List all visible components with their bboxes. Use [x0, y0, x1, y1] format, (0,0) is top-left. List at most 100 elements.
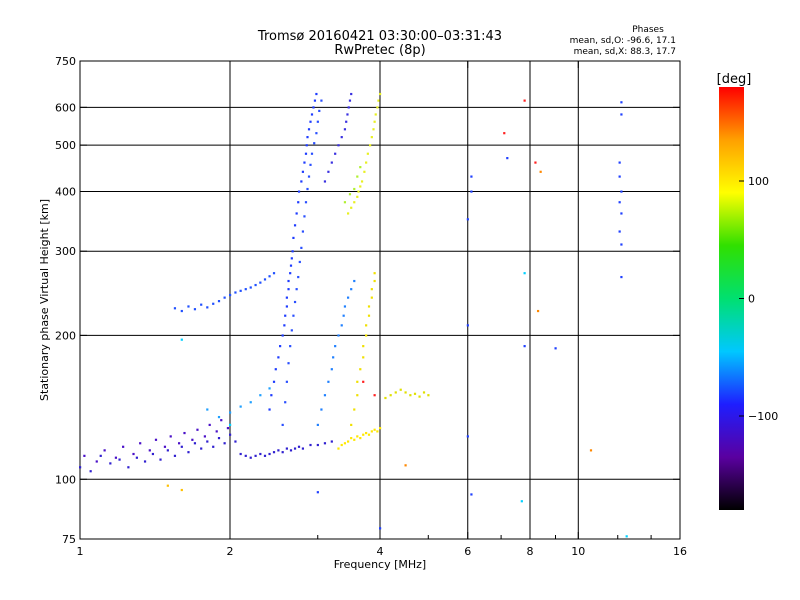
data-point: [291, 250, 294, 253]
data-point: [330, 440, 333, 443]
data-point: [523, 345, 526, 348]
data-point: [350, 206, 353, 209]
phase-mean-o: mean, sd,O: -96.6, 17.1: [570, 36, 676, 46]
data-point: [625, 535, 628, 538]
data-point: [284, 401, 287, 404]
data-point: [365, 431, 368, 435]
data-point: [373, 394, 376, 397]
y-tick-label: 75: [62, 533, 76, 546]
data-point: [332, 356, 335, 359]
data-point: [293, 224, 297, 227]
data-point: [127, 466, 130, 469]
data-point: [309, 443, 312, 447]
data-point: [347, 106, 350, 109]
data-point: [99, 454, 102, 457]
phase-box-title: Phases: [632, 25, 664, 35]
data-point: [320, 408, 323, 411]
data-point: [163, 445, 167, 448]
x-tick-label: 10: [571, 545, 585, 558]
data-point: [297, 201, 300, 204]
data-point: [177, 442, 181, 445]
data-point: [618, 175, 621, 178]
data-point: [365, 324, 368, 327]
data-point: [356, 195, 359, 198]
data-point: [83, 454, 86, 457]
data-point: [470, 190, 473, 193]
y-tick-label: 100: [55, 473, 76, 486]
data-point: [254, 454, 257, 457]
data-point: [234, 291, 237, 294]
data-point: [466, 324, 469, 327]
data-point: [293, 300, 297, 304]
data-point: [409, 394, 412, 397]
data-point: [293, 447, 297, 450]
data-point: [79, 466, 82, 469]
data-point: [373, 272, 376, 275]
data-point: [363, 170, 366, 173]
phase-mean-x: mean, sd,X: 88.3, 17.7: [574, 47, 676, 57]
data-point: [173, 307, 177, 310]
data-point: [534, 161, 537, 164]
data-point: [330, 161, 333, 164]
data-point: [259, 281, 262, 284]
data-point: [206, 306, 209, 309]
data-point: [300, 180, 303, 183]
data-point: [304, 152, 308, 155]
data-point: [191, 438, 194, 441]
data-point: [290, 257, 293, 260]
data-point: [118, 458, 121, 461]
data-point: [348, 99, 352, 102]
data-point: [132, 452, 135, 456]
data-point: [327, 170, 330, 173]
data-point: [618, 230, 621, 233]
data-point: [373, 120, 376, 123]
data-point: [372, 128, 375, 131]
data-point: [295, 288, 298, 291]
data-point: [103, 449, 106, 452]
data-point: [618, 201, 621, 204]
data-point: [239, 452, 242, 456]
data-point: [343, 442, 347, 445]
data-point: [620, 101, 623, 104]
data-point: [340, 324, 343, 327]
data-point: [151, 452, 155, 456]
data-point: [180, 338, 183, 341]
data-point: [318, 109, 321, 113]
data-point: [466, 218, 469, 221]
data-point: [353, 201, 356, 204]
data-point: [589, 449, 593, 452]
data-point: [345, 120, 348, 123]
data-point: [166, 449, 169, 452]
x-tick-label: 4: [377, 545, 384, 558]
data-point: [377, 99, 380, 102]
data-point: [389, 394, 392, 397]
data-point: [370, 136, 373, 139]
data-point: [229, 293, 232, 297]
data-point: [384, 396, 387, 400]
data-point: [193, 442, 197, 445]
data-point: [353, 187, 356, 191]
data-point: [404, 391, 407, 394]
data-point: [249, 401, 252, 404]
data-point: [244, 288, 247, 291]
data-point: [470, 493, 473, 496]
data-point: [348, 193, 352, 196]
data-point: [373, 428, 376, 431]
data-point: [169, 435, 172, 438]
data-point: [370, 430, 373, 433]
data-point: [353, 438, 356, 441]
data-point: [309, 120, 312, 123]
data-point: [359, 368, 362, 371]
data-point: [357, 190, 360, 193]
data-point: [620, 243, 623, 246]
data-point: [154, 438, 158, 441]
data-point: [346, 113, 349, 116]
data-point: [272, 451, 276, 454]
data-point: [281, 334, 284, 337]
data-point: [203, 435, 206, 438]
x-tick-label: 1: [77, 545, 84, 558]
data-point: [159, 458, 162, 461]
data-point: [239, 289, 242, 292]
data-point: [334, 345, 337, 348]
data-point: [95, 460, 98, 463]
